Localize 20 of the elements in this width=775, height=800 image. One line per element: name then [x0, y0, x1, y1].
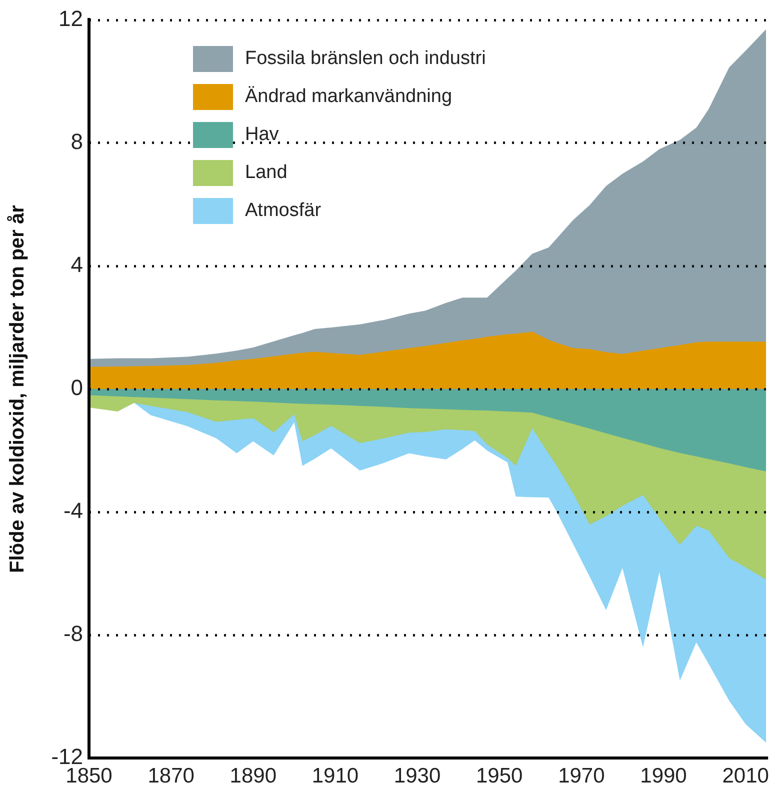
- legend-label: Fossila bränslen och industri: [245, 48, 486, 70]
- x-tick-label: 1950: [476, 764, 523, 788]
- legend-label: Atmosfär: [245, 200, 322, 222]
- legend-label: Ändrad markanvändning: [245, 86, 452, 108]
- x-tick-label: 1970: [558, 764, 605, 788]
- legend-label: Land: [245, 162, 288, 184]
- x-tick-label: 1990: [640, 764, 687, 788]
- y-tick-label: 12: [58, 6, 83, 32]
- y-axis-title: Flöde av koldioxid, miljarder ton per år: [6, 204, 29, 573]
- y-tick-label: -4: [63, 498, 83, 524]
- x-tick-label: 1910: [312, 764, 359, 788]
- x-tick-label: 1870: [148, 764, 194, 788]
- x-tick-label: 2010: [722, 764, 769, 788]
- y-tick-label: -8: [63, 621, 83, 646]
- y-tick-label: 8: [70, 129, 83, 154]
- y-tick-label: 4: [70, 252, 83, 278]
- x-tick-label: 1930: [394, 764, 441, 788]
- legend-label: Hav: [245, 124, 279, 146]
- y-tick-label: 0: [70, 375, 83, 400]
- x-tick-label: 1890: [230, 764, 277, 788]
